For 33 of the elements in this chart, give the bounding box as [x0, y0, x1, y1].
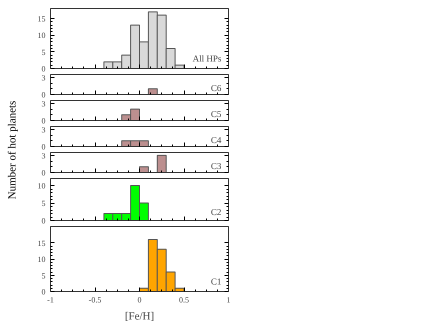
- annotation: C2: [210, 207, 222, 218]
- y-tick-label: 10: [38, 31, 46, 40]
- y-tick-label: 0: [42, 116, 46, 126]
- y-tick-label: 0: [42, 142, 46, 152]
- y-tick-label: 5: [42, 48, 46, 57]
- y-tick-label: 10: [38, 255, 46, 264]
- y-tick-label: 5: [42, 199, 46, 208]
- y-tick-label: 10: [38, 182, 46, 190]
- y-tick-label: 3: [42, 152, 46, 160]
- x-tick-label: 1: [226, 296, 230, 304]
- x-tick-label: -0.5: [88, 296, 102, 304]
- y-tick-label: 5: [42, 271, 46, 280]
- y-tick-label: 15: [38, 14, 46, 24]
- y-tick-label: 0: [42, 288, 46, 296]
- annotation: C3: [210, 160, 222, 171]
- y-tick-label: 3: [42, 100, 46, 108]
- annotation: C5: [210, 108, 222, 119]
- x-tick-label: 0: [138, 296, 142, 304]
- y-tick-label: 3: [42, 74, 46, 82]
- y-tick-label: 15: [38, 238, 46, 248]
- annotation: All HPs: [192, 54, 222, 64]
- y-tick-label: 3: [42, 126, 46, 134]
- x-axis-title: [Fe/H]: [124, 310, 154, 322]
- y-tick-label: 0: [42, 64, 46, 74]
- x-tick-label: 0.5: [179, 296, 189, 304]
- annotation: C4: [210, 134, 222, 145]
- annotation: C1: [210, 276, 222, 286]
- y-tick-label: 0: [42, 90, 46, 100]
- y-axis-title: Number of hot planets: [6, 100, 18, 200]
- x-tick-label: -1: [47, 296, 54, 304]
- annotation: C6: [210, 82, 222, 93]
- y-tick-label: 0: [42, 168, 46, 178]
- y-tick-label: 0: [42, 216, 46, 226]
